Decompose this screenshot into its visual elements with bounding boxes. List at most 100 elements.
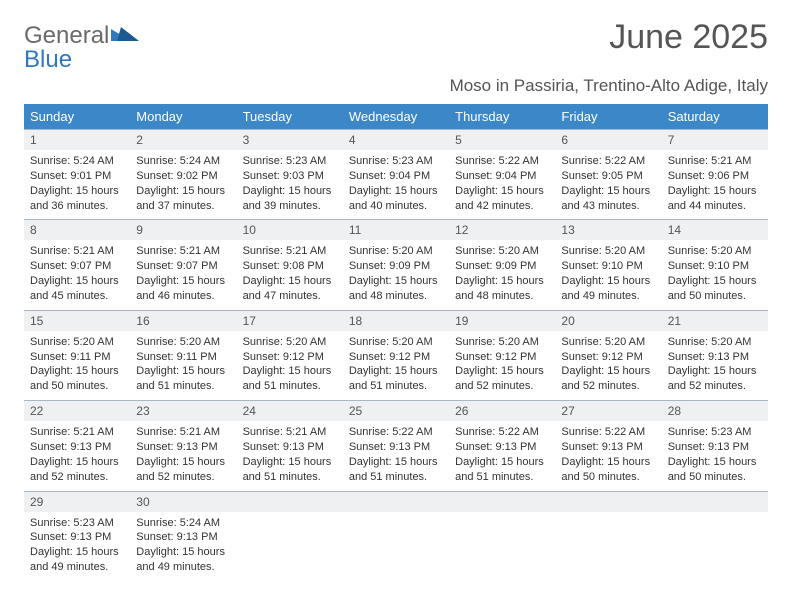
day-cell: Sunrise: 5:22 AMSunset: 9:13 PMDaylight:… <box>555 421 661 491</box>
daynum-row: 22232425262728 <box>24 401 768 422</box>
day-cell: Sunrise: 5:23 AMSunset: 9:13 PMDaylight:… <box>24 512 130 581</box>
day-cell: Sunrise: 5:20 AMSunset: 9:10 PMDaylight:… <box>555 240 661 310</box>
day-cell-day1: Daylight: 15 hours <box>668 364 762 379</box>
day-cell-sunrise: Sunrise: 5:24 AM <box>136 154 230 169</box>
day-cell-day2: and 51 minutes. <box>455 470 549 485</box>
data-row: Sunrise: 5:21 AMSunset: 9:13 PMDaylight:… <box>24 421 768 491</box>
day-cell-day1: Daylight: 15 hours <box>455 184 549 199</box>
day-cell-day2: and 50 minutes. <box>561 470 655 485</box>
day-cell-day1: Daylight: 15 hours <box>349 455 443 470</box>
day-cell-day2: and 40 minutes. <box>349 199 443 214</box>
day-cell-day1: Daylight: 15 hours <box>30 455 124 470</box>
day-cell-sunrise: Sunrise: 5:23 AM <box>30 516 124 531</box>
day-cell-sunset: Sunset: 9:10 PM <box>668 259 762 274</box>
day-cell-sunrise: Sunrise: 5:20 AM <box>455 335 549 350</box>
day-cell-sunset: Sunset: 9:12 PM <box>243 350 337 365</box>
day-number <box>555 491 661 512</box>
day-cell-day2: and 46 minutes. <box>136 289 230 304</box>
data-row: Sunrise: 5:23 AMSunset: 9:13 PMDaylight:… <box>24 512 768 581</box>
day-cell-sunset: Sunset: 9:11 PM <box>30 350 124 365</box>
day-cell-sunrise: Sunrise: 5:20 AM <box>349 244 443 259</box>
day-cell-sunset: Sunset: 9:12 PM <box>561 350 655 365</box>
day-cell-day2: and 52 minutes. <box>136 470 230 485</box>
day-cell: Sunrise: 5:20 AMSunset: 9:09 PMDaylight:… <box>343 240 449 310</box>
day-cell-day2: and 51 minutes. <box>349 470 443 485</box>
day-cell-day1: Daylight: 15 hours <box>30 545 124 560</box>
day-cell-day1: Daylight: 15 hours <box>455 274 549 289</box>
day-number: 29 <box>24 491 130 512</box>
day-cell-sunset: Sunset: 9:05 PM <box>561 169 655 184</box>
day-cell-sunrise: Sunrise: 5:24 AM <box>136 516 230 531</box>
data-row: Sunrise: 5:24 AMSunset: 9:01 PMDaylight:… <box>24 150 768 220</box>
day-cell-day2: and 43 minutes. <box>561 199 655 214</box>
day-cell-sunset: Sunset: 9:08 PM <box>243 259 337 274</box>
day-cell-sunrise: Sunrise: 5:21 AM <box>136 244 230 259</box>
daynum-row: 1234567 <box>24 130 768 151</box>
day-number: 4 <box>343 130 449 151</box>
day-cell: Sunrise: 5:20 AMSunset: 9:13 PMDaylight:… <box>662 331 768 401</box>
header-row: General Blue June 2025 <box>24 18 768 72</box>
day-cell: Sunrise: 5:20 AMSunset: 9:10 PMDaylight:… <box>662 240 768 310</box>
day-cell-day1: Daylight: 15 hours <box>243 364 337 379</box>
day-cell-day2: and 47 minutes. <box>243 289 337 304</box>
day-number: 5 <box>449 130 555 151</box>
day-cell: Sunrise: 5:23 AMSunset: 9:13 PMDaylight:… <box>662 421 768 491</box>
day-cell-sunset: Sunset: 9:07 PM <box>136 259 230 274</box>
day-number: 14 <box>662 220 768 241</box>
day-cell-day2: and 44 minutes. <box>668 199 762 214</box>
day-cell-sunrise: Sunrise: 5:22 AM <box>349 425 443 440</box>
day-cell-day1: Daylight: 15 hours <box>136 455 230 470</box>
day-header-row: Sunday Monday Tuesday Wednesday Thursday… <box>24 104 768 130</box>
day-header: Wednesday <box>343 104 449 130</box>
day-number: 27 <box>555 401 661 422</box>
day-cell: Sunrise: 5:20 AMSunset: 9:11 PMDaylight:… <box>130 331 236 401</box>
day-cell: Sunrise: 5:23 AMSunset: 9:03 PMDaylight:… <box>237 150 343 220</box>
day-cell-day1: Daylight: 15 hours <box>136 274 230 289</box>
location-text: Moso in Passiria, Trentino-Alto Adige, I… <box>24 76 768 96</box>
day-cell-day2: and 52 minutes. <box>455 379 549 394</box>
day-number <box>449 491 555 512</box>
day-cell: Sunrise: 5:21 AMSunset: 9:07 PMDaylight:… <box>130 240 236 310</box>
day-number <box>237 491 343 512</box>
day-cell-sunset: Sunset: 9:03 PM <box>243 169 337 184</box>
day-cell-sunset: Sunset: 9:09 PM <box>349 259 443 274</box>
day-cell <box>237 512 343 581</box>
day-cell-day2: and 50 minutes. <box>668 289 762 304</box>
day-cell-sunset: Sunset: 9:13 PM <box>30 440 124 455</box>
day-cell-sunset: Sunset: 9:10 PM <box>561 259 655 274</box>
day-number: 12 <box>449 220 555 241</box>
day-cell-day2: and 48 minutes. <box>349 289 443 304</box>
day-cell-day1: Daylight: 15 hours <box>561 455 655 470</box>
day-number: 23 <box>130 401 236 422</box>
daynum-row: 891011121314 <box>24 220 768 241</box>
day-cell-day1: Daylight: 15 hours <box>668 184 762 199</box>
day-cell-day2: and 37 minutes. <box>136 199 230 214</box>
day-cell-sunset: Sunset: 9:11 PM <box>136 350 230 365</box>
day-cell-sunrise: Sunrise: 5:20 AM <box>349 335 443 350</box>
day-number: 21 <box>662 310 768 331</box>
day-number: 22 <box>24 401 130 422</box>
day-cell-sunset: Sunset: 9:12 PM <box>455 350 549 365</box>
day-number: 7 <box>662 130 768 151</box>
day-cell-day1: Daylight: 15 hours <box>30 364 124 379</box>
day-number: 25 <box>343 401 449 422</box>
day-cell-day1: Daylight: 15 hours <box>349 364 443 379</box>
day-cell-sunrise: Sunrise: 5:21 AM <box>30 425 124 440</box>
day-cell-sunset: Sunset: 9:13 PM <box>30 530 124 545</box>
day-cell-sunrise: Sunrise: 5:20 AM <box>668 244 762 259</box>
day-cell <box>662 512 768 581</box>
day-cell-sunset: Sunset: 9:04 PM <box>349 169 443 184</box>
logo-flag-icon <box>111 25 139 43</box>
day-header: Tuesday <box>237 104 343 130</box>
day-cell-sunrise: Sunrise: 5:22 AM <box>561 154 655 169</box>
day-cell-day2: and 42 minutes. <box>455 199 549 214</box>
day-cell-sunrise: Sunrise: 5:20 AM <box>30 335 124 350</box>
day-header: Monday <box>130 104 236 130</box>
day-cell-sunset: Sunset: 9:13 PM <box>243 440 337 455</box>
logo-text-gray: General <box>24 22 109 49</box>
day-number: 2 <box>130 130 236 151</box>
day-cell <box>343 512 449 581</box>
daynum-row: 15161718192021 <box>24 310 768 331</box>
day-number <box>662 491 768 512</box>
day-number: 15 <box>24 310 130 331</box>
